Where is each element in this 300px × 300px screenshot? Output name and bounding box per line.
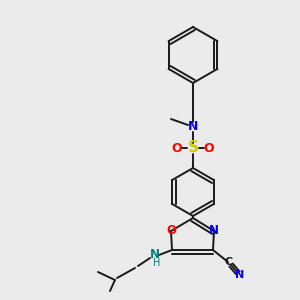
Text: O: O <box>204 142 214 154</box>
Text: O: O <box>166 224 176 238</box>
Text: O: O <box>172 142 182 154</box>
Text: H: H <box>153 258 161 268</box>
Text: C: C <box>225 257 233 267</box>
Text: N: N <box>209 224 219 238</box>
Text: N: N <box>188 121 198 134</box>
Text: S: S <box>188 140 199 155</box>
Text: N: N <box>150 248 160 262</box>
Text: N: N <box>236 270 244 280</box>
